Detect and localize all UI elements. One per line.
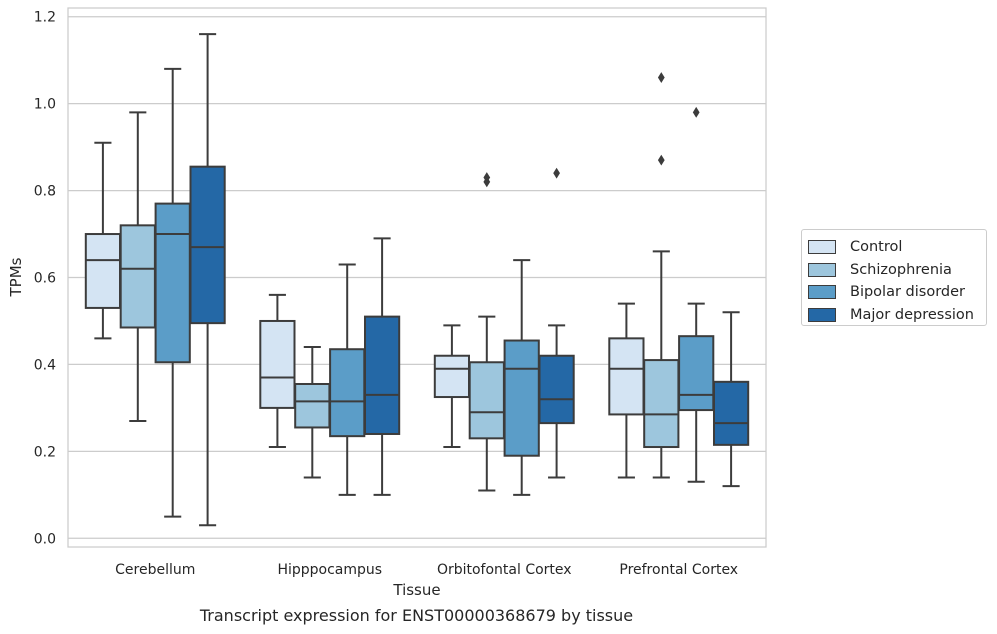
y-tick-label: 0.8: [34, 184, 56, 200]
box-schizophrenia-cerebellum: [119, 111, 156, 422]
box-iqr: [643, 359, 680, 449]
box-iqr: [538, 354, 575, 425]
box-groups: [84, 33, 750, 527]
box-bipolar-disorder-prefrontal-cortex: [678, 106, 715, 483]
box-iqr: [712, 380, 750, 446]
legend-label-control: Control: [850, 239, 903, 256]
box-control-cerebellum: [84, 141, 122, 340]
legend-item-control: Control: [808, 236, 986, 259]
x-tick-labels: Cerebellum Hipppocampus Orbitofontal Corte…: [115, 562, 738, 578]
box-schizophrenia-prefrontal-cortex: [643, 72, 680, 479]
x-tick-label: Cerebellum: [115, 562, 195, 578]
box-iqr: [84, 233, 122, 309]
x-tick-label: Orbitofontal Cortex: [437, 562, 572, 578]
box-iqr: [154, 202, 191, 364]
x-axis-label: Tissue: [392, 581, 440, 599]
y-tick-labels: 0.0 0.2 0.4 0.6 0.8 1.0 1.2: [34, 10, 56, 548]
y-tick-label: 1.2: [34, 10, 56, 26]
legend-swatch-major-depression: [808, 307, 836, 322]
legend-swatch-bipolar-disorder: [808, 285, 836, 300]
legend-item-schizophrenia: Schizophrenia: [808, 259, 986, 282]
legend: Control Schizophrenia Bipolar disorder M…: [801, 229, 987, 326]
box-bipolar-disorder-orbitofontal-cortex: [503, 259, 540, 496]
legend-item-major-depression: Major depression: [808, 304, 986, 327]
box-iqr: [329, 348, 366, 438]
box-bipolar-disorder-cerebellum: [154, 67, 191, 518]
box-iqr: [468, 361, 505, 440]
y-tick-label: 0.6: [34, 271, 56, 287]
box-schizophrenia-orbitofontal-cortex: [468, 172, 505, 492]
box-control-hipppocampus: [259, 293, 296, 449]
x-tick-label: Prefrontal Cortex: [619, 562, 738, 578]
legend-item-bipolar-disorder: Bipolar disorder: [808, 281, 986, 304]
box-major-depression-orbitofontal-cortex: [538, 167, 575, 479]
y-tick-label: 0.0: [34, 531, 56, 547]
y-axis-label: TPMs: [7, 257, 25, 297]
outlier-point: [553, 167, 560, 179]
box-iqr: [259, 319, 296, 409]
y-tick-label: 0.4: [34, 357, 56, 373]
box-iqr: [189, 165, 226, 325]
legend-swatch-schizophrenia: [808, 262, 836, 277]
box-iqr: [678, 335, 715, 412]
x-tick-label: Hipppocampus: [277, 562, 382, 578]
outlier-point: [692, 106, 700, 118]
box-major-depression-hipppocampus: [363, 237, 401, 496]
outlier-point: [657, 72, 665, 83]
box-iqr: [294, 382, 331, 429]
outlier-point: [657, 154, 665, 166]
box-iqr: [433, 354, 471, 399]
box-control-prefrontal-cortex: [608, 302, 645, 479]
box-iqr: [608, 337, 645, 416]
y-tick-label: 0.2: [34, 444, 56, 460]
box-schizophrenia-hipppocampus: [294, 346, 331, 479]
outlier-point: [483, 172, 491, 183]
figure-caption: Transcript expression for ENST0000036867…: [199, 606, 634, 625]
y-tick-label: 1.0: [34, 97, 56, 113]
box-iqr: [363, 315, 401, 435]
box-control-orbitofontal-cortex: [433, 324, 471, 449]
box-major-depression-prefrontal-cortex: [712, 311, 750, 488]
box-iqr: [119, 224, 156, 329]
box-iqr: [503, 339, 540, 457]
box-bipolar-disorder-hipppocampus: [329, 263, 366, 496]
legend-label-schizophrenia: Schizophrenia: [850, 261, 952, 278]
legend-label-major-depression: Major depression: [850, 306, 974, 323]
box-major-depression-cerebellum: [189, 33, 226, 527]
plot-frame: [67, 7, 767, 548]
legend-swatch-control: [808, 240, 836, 255]
legend-label-bipolar-disorder: Bipolar disorder: [850, 284, 965, 301]
